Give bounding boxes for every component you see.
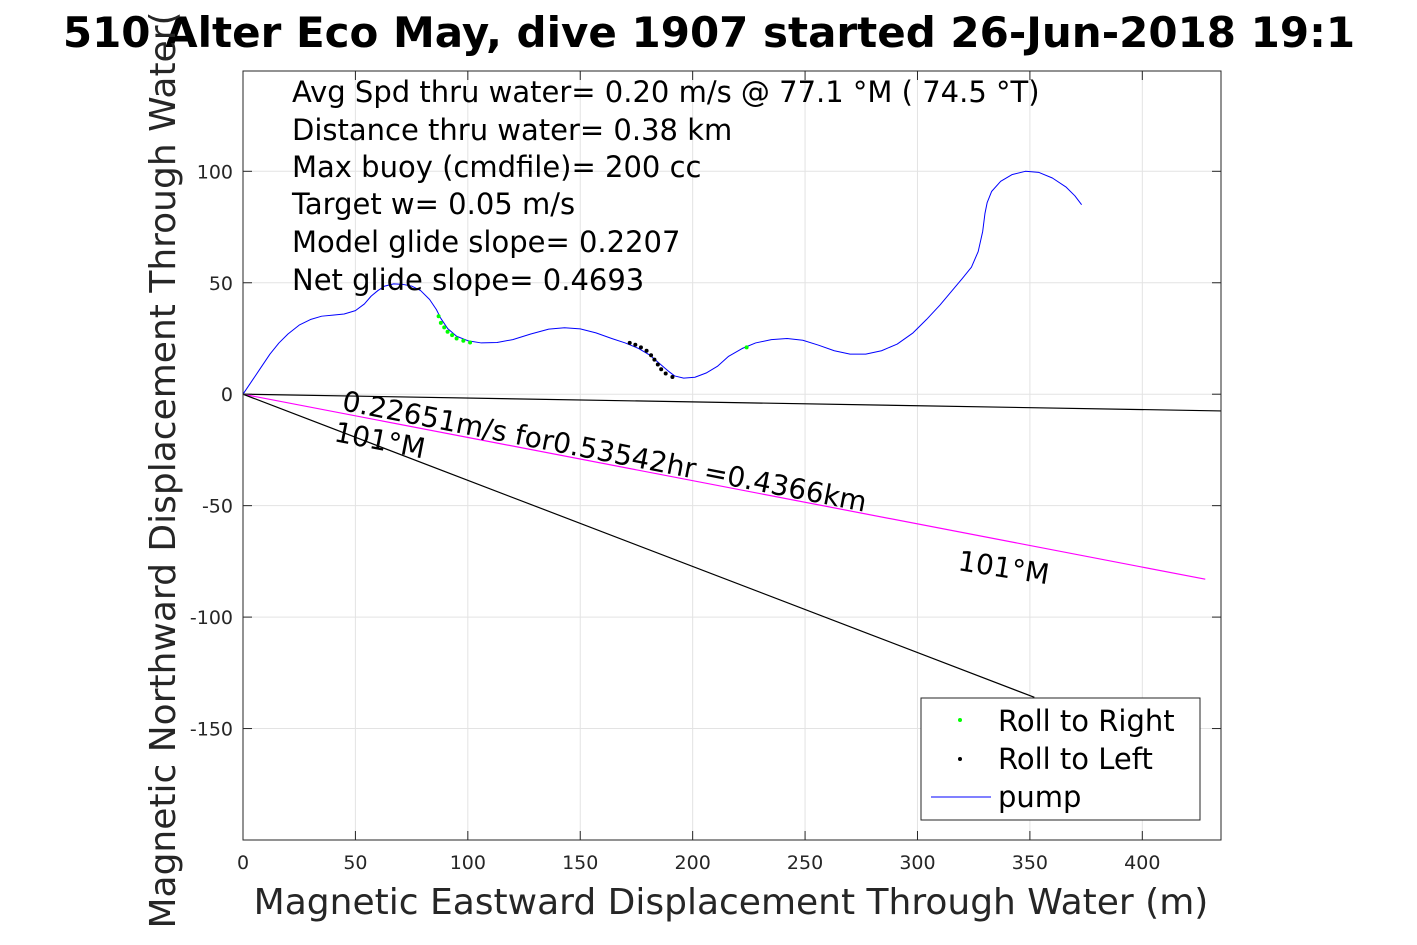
chart-title: 510 Alter Eco May, dive 1907 started 26-… [63, 8, 1355, 57]
info-net-glide-slope: Net glide slope= 0.4693 [292, 263, 644, 297]
point-roll-to-right [438, 320, 443, 325]
point-roll-to-right [468, 340, 473, 345]
point-roll-to-left [652, 357, 657, 362]
y-tick-label: 0 [221, 384, 233, 406]
info-target-w: Target w= 0.05 m/s [291, 187, 575, 221]
y-tick-label: 50 [209, 273, 233, 295]
x-tick-label: 50 [343, 852, 367, 874]
point-roll-to-right [436, 314, 441, 319]
info-model-glide-slope: Model glide slope= 0.2207 [292, 225, 680, 259]
point-roll-to-left [627, 340, 632, 345]
track-series [243, 170, 1083, 395]
info-avg-speed: Avg Spd thru water= 0.20 m/s @ 77.1 °M (… [292, 75, 1040, 109]
point-roll-to-right [461, 338, 466, 343]
x-tick-label: 300 [899, 852, 935, 874]
point-roll-to-right [450, 333, 455, 338]
x-tick-label: 200 [675, 852, 711, 874]
point-roll-to-left [659, 367, 664, 372]
y-tick-label: 100 [197, 161, 233, 183]
y-axis-label: Magnetic Northward Displacement Through … [143, 11, 184, 928]
y-tick-label: -100 [190, 607, 233, 629]
legend-label-pump: pump [998, 780, 1081, 814]
tick-labels: 0 50 100 150 200 250 300 350 400 -150 -100 -50 0 50 10… [190, 161, 1161, 874]
legend-marker-roll-left [958, 757, 962, 761]
axis-ticks [242, 71, 1221, 840]
reference-line-2 [243, 393, 1035, 698]
y-tick-label: -150 [190, 719, 233, 741]
x-axis-label: Magnetic Eastward Displacement Through W… [254, 882, 1209, 923]
info-distance: Distance thru water= 0.38 km [292, 113, 732, 147]
x-tick-label: 350 [1012, 852, 1048, 874]
info-max-buoy: Max buoy (cmdfile)= 200 cc [292, 150, 701, 184]
reference-lines [243, 393, 1221, 698]
point-roll-to-left [670, 375, 675, 380]
x-tick-label: 100 [450, 852, 486, 874]
point-roll-to-left [655, 362, 660, 367]
reference-line-1 [243, 393, 1206, 580]
point-roll-to-right [744, 345, 749, 350]
point-roll-to-right [442, 325, 447, 330]
point-roll-to-right [454, 336, 459, 341]
x-tick-label: 0 [237, 852, 249, 874]
legend: Roll to Right Roll to Left pump [920, 697, 1201, 821]
x-tick-label: 150 [562, 852, 598, 874]
x-tick-label: 250 [787, 852, 823, 874]
legend-box [920, 697, 1201, 821]
legend-marker-roll-right [958, 718, 962, 722]
y-tick-label: -50 [202, 496, 233, 518]
plot-frame [242, 70, 1222, 841]
x-tick-label: 400 [1124, 852, 1160, 874]
legend-label-roll-right: Roll to Right [998, 704, 1175, 738]
point-roll-to-right [445, 329, 450, 334]
point-roll-to-left [649, 353, 654, 358]
point-roll-to-left [644, 348, 649, 353]
point-roll-to-left [633, 342, 638, 347]
info-text-block: Avg Spd thru water= 0.20 m/s @ 77.1 °M (… [291, 75, 1040, 297]
point-roll-to-left [638, 345, 643, 350]
reference-line-0 [243, 393, 1221, 412]
legend-label-roll-left: Roll to Left [998, 742, 1153, 776]
point-roll-to-left [663, 371, 668, 376]
